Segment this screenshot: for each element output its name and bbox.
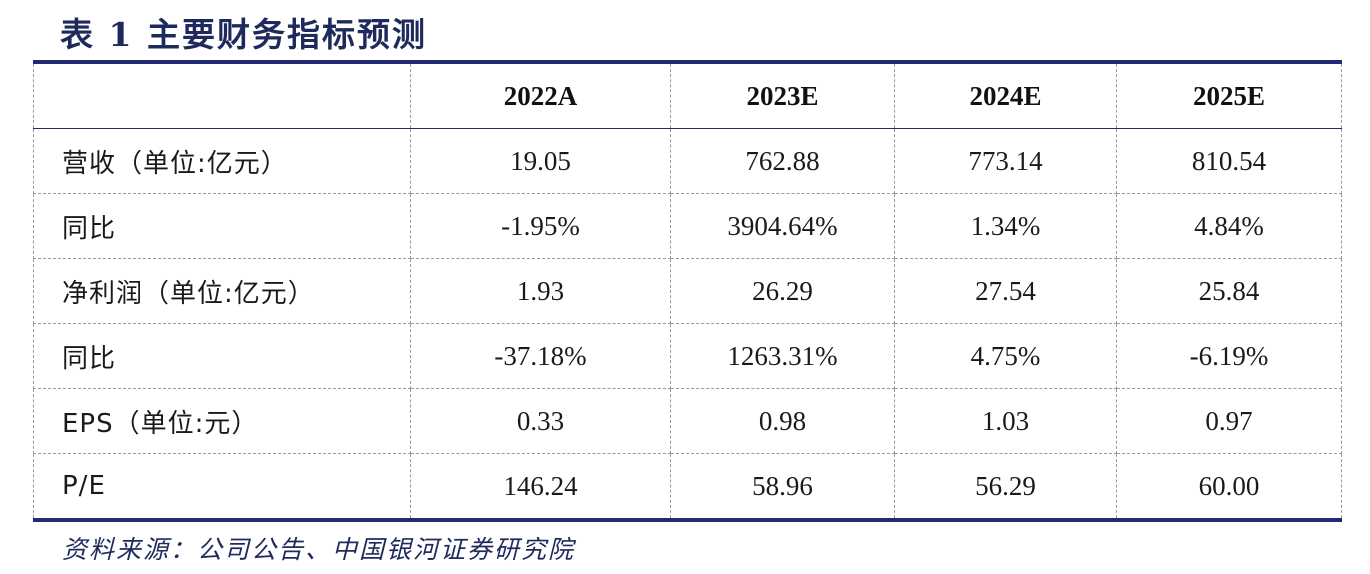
table-cell: 4.84% [1116, 193, 1342, 259]
header-cell-2023e: 2023E [670, 62, 895, 129]
table-cell: 0.97 [1116, 388, 1342, 454]
table-row: 同比 -37.18% 1263.31% 4.75% -6.19% [33, 323, 1342, 389]
table-cell: 773.14 [894, 128, 1117, 194]
table-header-row: 2022A 2023E 2024E 2025E [33, 62, 1342, 129]
table-cell: 1.03 [894, 388, 1117, 454]
table-cell: 56.29 [894, 453, 1117, 520]
table-cell: 762.88 [670, 128, 895, 194]
header-cell-2024e: 2024E [894, 62, 1117, 129]
table-row: P/E 146.24 58.96 56.29 60.00 [33, 453, 1342, 520]
header-cell-empty [33, 62, 411, 129]
table-cell: 0.98 [670, 388, 895, 454]
table-row: EPS（单位:元） 0.33 0.98 1.03 0.97 [33, 388, 1342, 454]
source-note: 资料来源：公司公告、中国银河证券研究院 [62, 535, 576, 564]
table-cell: -37.18% [410, 323, 671, 389]
table-cell: 1263.31% [670, 323, 895, 389]
table-cell: 146.24 [410, 453, 671, 520]
header-cell-2025e: 2025E [1116, 62, 1342, 129]
table-cell: 0.33 [410, 388, 671, 454]
row-label-eps: EPS（单位:元） [33, 388, 411, 454]
table-cell: 3904.64% [670, 193, 895, 259]
table-cell: 26.29 [670, 258, 895, 324]
financial-forecast-table-wrapper: 2022A 2023E 2024E 2025E 营收（单位:亿元） 19.05 … [33, 60, 1342, 522]
table-cell: 60.00 [1116, 453, 1342, 520]
table-cell: 27.54 [894, 258, 1117, 324]
table-cell: 810.54 [1116, 128, 1342, 194]
table-cell: -1.95% [410, 193, 671, 259]
table-row: 同比 -1.95% 3904.64% 1.34% 4.84% [33, 193, 1342, 259]
table-cell: 25.84 [1116, 258, 1342, 324]
table-cell: -6.19% [1116, 323, 1342, 389]
table-cell: 1.93 [410, 258, 671, 324]
financial-forecast-table: 2022A 2023E 2024E 2025E 营收（单位:亿元） 19.05 … [33, 60, 1342, 522]
header-cell-2022a: 2022A [410, 62, 671, 129]
row-label-revenue-yoy: 同比 [33, 193, 411, 259]
table-row: 净利润（单位:亿元） 1.93 26.29 27.54 25.84 [33, 258, 1342, 324]
row-label-revenue: 营收（单位:亿元） [33, 128, 411, 194]
row-label-net-profit: 净利润（单位:亿元） [33, 258, 411, 324]
table-title: 表 1 主要财务指标预测 [60, 15, 427, 54]
table-cell: 4.75% [894, 323, 1117, 389]
table-cell: 58.96 [670, 453, 895, 520]
row-label-pe: P/E [33, 453, 411, 520]
table-row: 营收（单位:亿元） 19.05 762.88 773.14 810.54 [33, 128, 1342, 194]
table-cell: 19.05 [410, 128, 671, 194]
table-cell: 1.34% [894, 193, 1117, 259]
row-label-net-profit-yoy: 同比 [33, 323, 411, 389]
